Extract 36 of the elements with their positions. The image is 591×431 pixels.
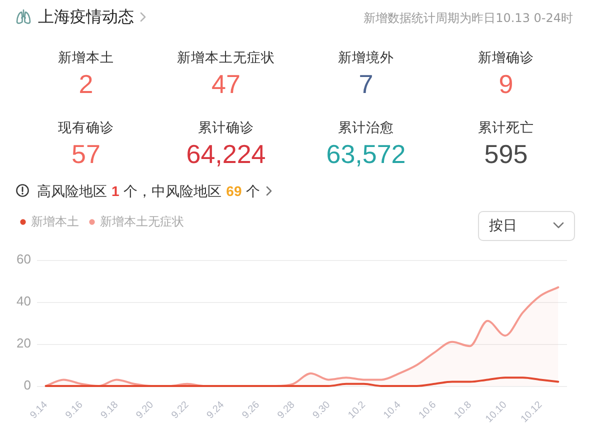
data-label: 595 (483, 138, 529, 170)
x-tick-label: 9.14 (28, 399, 50, 422)
x-tick-label: 9.30 (311, 399, 333, 422)
y-tick-label: 0 (24, 378, 31, 393)
category-label: 新增本土无症状 (176, 49, 276, 68)
category-label: 累计死亡 (477, 119, 535, 138)
x-tick-label: 9.20 (134, 399, 156, 422)
category-label: 累计治愈 (337, 119, 395, 138)
category-label: 新增境外 (337, 49, 395, 68)
x-tick-label: 9.18 (99, 399, 121, 422)
y-tick-label: 60 (16, 252, 31, 267)
line-series (44, 376, 560, 387)
y-tick-label: 40 (16, 294, 31, 309)
y-tick-label: 20 (16, 336, 31, 351)
category-label: 新增本土 (57, 49, 115, 68)
text: 高风险地区 1 个，中风险地区 69 个 (37, 182, 260, 202)
data-label: 2 (78, 68, 94, 100)
category-label: 现有确诊 (57, 119, 115, 138)
data-label: 63,572 (325, 138, 407, 170)
category-label: 新增确诊 (477, 49, 535, 68)
x-tick-label: 9.22 (170, 399, 192, 422)
legend-label: 新增本土 (31, 214, 79, 228)
text: 新增数据统计周期为昨日10.13 0-24时 (364, 10, 573, 26)
text: 按日 (489, 217, 517, 235)
data-label: 9 (498, 68, 514, 100)
legend-label: 新增本土无症状 (100, 214, 184, 228)
text: 上海疫情动态 (38, 7, 134, 27)
x-tick-label: 9.16 (64, 399, 86, 422)
x-tick-label: 9.28 (276, 399, 298, 422)
x-tick-label: 9.24 (205, 399, 227, 422)
data-label: 47 (210, 68, 242, 100)
data-label: 7 (358, 68, 374, 100)
x-tick-label: 9.26 (240, 399, 262, 422)
category-label: 累计确诊 (197, 119, 255, 138)
data-label: 64,224 (185, 138, 267, 170)
data-label: 57 (70, 138, 102, 170)
